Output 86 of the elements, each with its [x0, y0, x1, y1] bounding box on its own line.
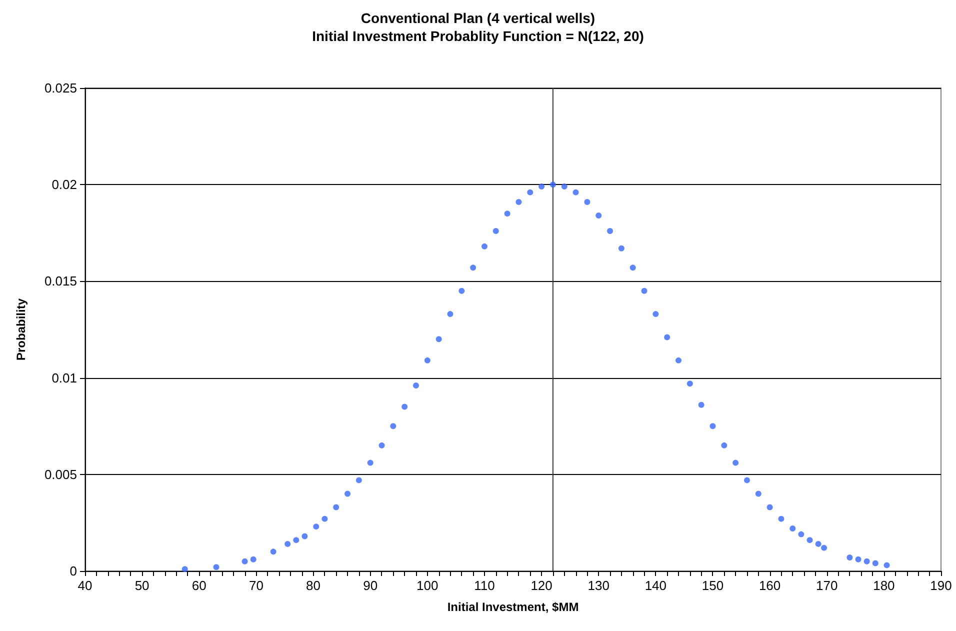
x-tick-label: 80 — [306, 578, 320, 593]
point — [213, 564, 220, 570]
y-tick-label: 0.01 — [52, 370, 77, 386]
point — [584, 198, 590, 205]
x-tick-label: 170 — [816, 578, 838, 593]
point — [561, 184, 568, 190]
point — [270, 548, 276, 555]
x-tick-label: 180 — [873, 578, 895, 593]
y-tick-label: 0.02 — [52, 177, 77, 192]
x-tick-label: 90 — [363, 578, 378, 593]
point — [492, 228, 499, 234]
x-tick-label: 110 — [474, 578, 495, 593]
point — [766, 504, 773, 510]
x-tick-label: 60 — [192, 578, 206, 593]
point — [447, 311, 454, 318]
y-axis-title: Probability — [14, 298, 28, 361]
x-tick-label: 150 — [702, 578, 724, 593]
point — [182, 566, 188, 572]
point — [721, 442, 728, 448]
point — [755, 490, 762, 497]
y-tick-label: 0.015 — [44, 274, 77, 289]
point — [516, 198, 522, 205]
point — [884, 562, 890, 568]
point — [458, 288, 465, 294]
point — [846, 554, 853, 560]
point — [572, 189, 579, 196]
chart-title: Conventional Plan (4 vertical wells) — [360, 10, 596, 26]
point — [821, 544, 828, 551]
point — [815, 540, 822, 547]
x-axis-title: Initial Investment, $MM — [447, 600, 579, 614]
point — [778, 516, 784, 522]
x-tick-label: 160 — [758, 578, 781, 593]
point — [356, 477, 362, 484]
point — [806, 537, 813, 544]
point — [333, 504, 340, 510]
point — [378, 442, 385, 448]
point — [855, 556, 862, 562]
point — [676, 357, 682, 364]
point — [390, 423, 396, 430]
point — [527, 189, 534, 196]
point — [618, 245, 624, 252]
point — [550, 182, 556, 188]
x-tick-label: 120 — [530, 578, 552, 593]
point — [344, 490, 351, 497]
point — [744, 477, 750, 484]
point — [798, 531, 804, 538]
x-tick-label: 190 — [930, 578, 952, 593]
point — [481, 243, 488, 250]
point — [872, 560, 878, 566]
x-tick-label: 140 — [644, 578, 667, 593]
point — [607, 228, 614, 234]
point — [242, 558, 248, 564]
point — [596, 212, 602, 219]
y-tick-label: 0 — [70, 564, 77, 578]
x-tick-label: 70 — [248, 578, 264, 593]
point — [864, 558, 870, 564]
point — [470, 264, 476, 271]
y-tick-label: 0.025 — [44, 80, 77, 96]
point — [293, 537, 300, 544]
point — [698, 402, 704, 408]
x-tick-label: 100 — [416, 578, 438, 593]
point — [412, 382, 419, 389]
point — [284, 540, 291, 547]
point — [424, 357, 430, 364]
point — [436, 336, 442, 342]
point — [302, 533, 308, 540]
point — [641, 288, 648, 294]
point — [710, 423, 716, 430]
point — [538, 184, 545, 190]
point — [732, 460, 739, 466]
point — [313, 524, 320, 530]
point — [402, 404, 408, 410]
point — [322, 516, 328, 522]
y-tick-label: 0.005 — [44, 466, 77, 482]
point — [630, 264, 636, 271]
point — [664, 334, 670, 340]
point — [652, 311, 659, 318]
x-tick-label: 130 — [588, 578, 610, 593]
point — [250, 556, 256, 562]
point — [686, 380, 693, 387]
x-tick-label: 40 — [78, 578, 92, 593]
x-tick-label: 50 — [134, 578, 150, 593]
point — [504, 210, 510, 217]
point — [790, 525, 796, 532]
chart-subtitle: Initial Investment Probablity Function = N(122, 20) — [312, 28, 644, 44]
point — [367, 460, 374, 466]
